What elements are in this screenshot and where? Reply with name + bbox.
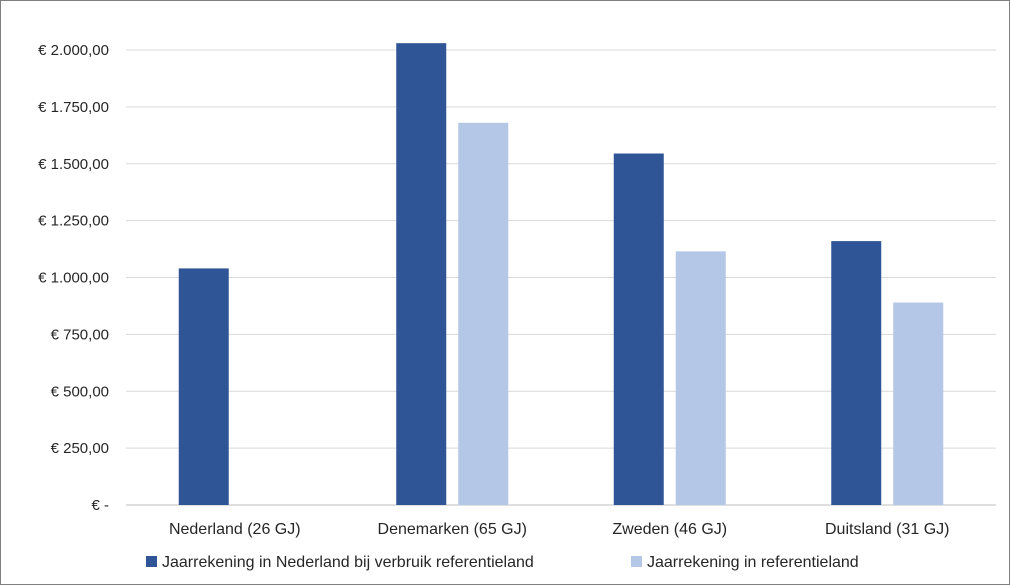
bar [613,153,664,505]
legend-label: Jaarrekening in Nederland bij verbruik r… [162,554,534,571]
legend: Jaarrekening in Nederland bij verbruik r… [146,554,859,571]
y-tick-label: € 1.250,00 [38,213,109,230]
x-category-label: Zweden (46 GJ) [612,521,727,538]
bar [831,241,882,505]
y-tick-label: € 1.000,00 [38,270,109,287]
y-tick-label: € 2.000,00 [38,42,109,59]
legend-label: Jaarrekening in referentieland [647,554,859,571]
y-tick-label: € 1.500,00 [38,156,109,173]
gridlines [126,49,996,506]
bar [893,302,944,505]
bar [675,251,726,505]
y-axis-ticks: € - € 250,00 € 500,00 € 750,00 € 1.000,00 € 1… [38,42,109,514]
legend-swatch [146,556,157,567]
y-tick-label: € 500,00 [51,383,109,400]
bars [178,43,944,506]
y-tick-label: € - [91,497,109,514]
x-axis-categories: Nederland (26 GJ) Denemarken (65 GJ) Zwede… [169,521,950,538]
y-tick-label: € 1.750,00 [38,99,109,116]
legend-swatch [631,556,642,567]
bar [458,122,509,506]
x-category-label: Nederland (26 GJ) [169,521,301,538]
y-tick-label: € 750,00 [51,326,109,343]
bar [178,268,229,505]
bar [396,43,447,506]
x-category-label: Duitsland (31 GJ) [825,521,950,538]
y-tick-label: € 250,00 [51,440,109,457]
x-category-label: Denemarken (65 GJ) [378,521,527,538]
